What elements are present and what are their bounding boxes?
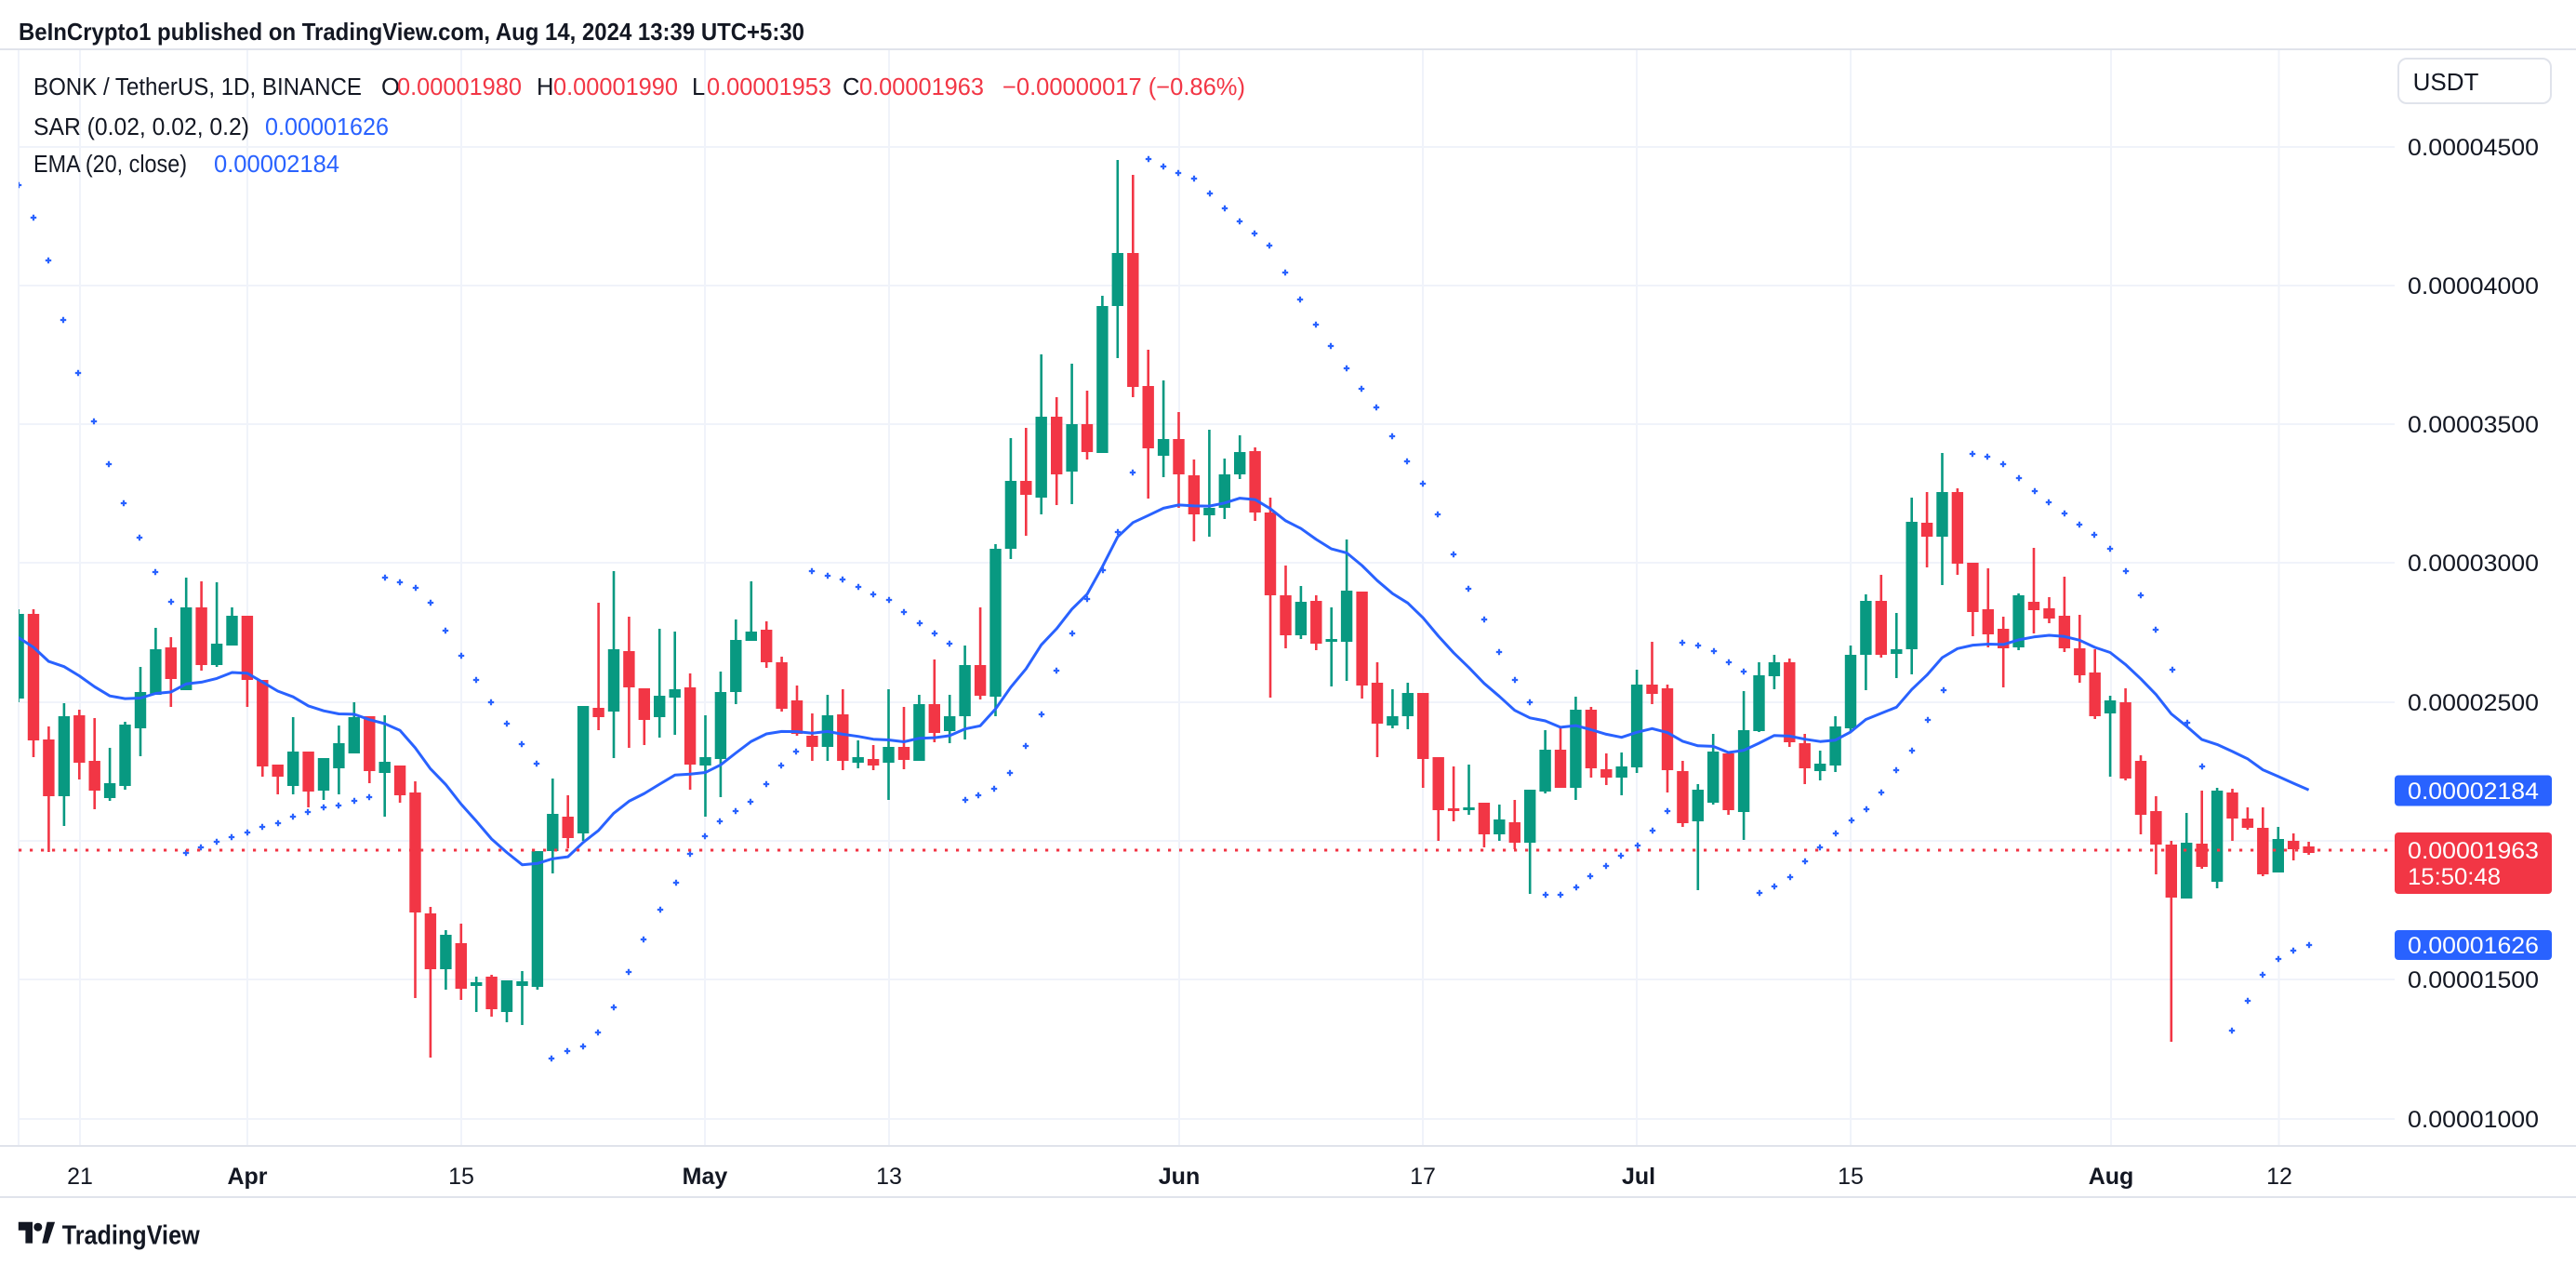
- svg-text:0.00001953: 0.00001953: [707, 74, 831, 100]
- svg-text:Aug: Aug: [2089, 1164, 2134, 1190]
- svg-text:Jul: Jul: [1622, 1164, 1655, 1190]
- svg-text:0.00002184: 0.00002184: [214, 152, 339, 178]
- svg-text:C: C: [843, 74, 859, 100]
- svg-text:0.00002500: 0.00002500: [2408, 690, 2539, 716]
- svg-text:12: 12: [2266, 1164, 2292, 1190]
- svg-text:0.00002184: 0.00002184: [2408, 779, 2539, 805]
- svg-text:BONK / TetherUS, 1D, BINANCE: BONK / TetherUS, 1D, BINANCE: [33, 74, 362, 100]
- svg-text:H: H: [537, 74, 553, 100]
- svg-text:0.00001626: 0.00001626: [265, 114, 389, 140]
- svg-text:USDT: USDT: [2413, 68, 2479, 96]
- svg-text:May: May: [683, 1164, 728, 1190]
- svg-text:L: L: [692, 74, 705, 100]
- svg-text:O: O: [381, 74, 400, 100]
- svg-text:0.00004000: 0.00004000: [2408, 273, 2539, 300]
- svg-text:Apr: Apr: [227, 1164, 267, 1190]
- svg-text:Jun: Jun: [1159, 1164, 1200, 1190]
- svg-text:0.00001980: 0.00001980: [397, 74, 522, 100]
- svg-text:BeInCrypto1 published on Tradi: BeInCrypto1 published on TradingView.com…: [19, 18, 804, 46]
- svg-text:15: 15: [1838, 1164, 1864, 1190]
- svg-text:0.00004500: 0.00004500: [2408, 135, 2539, 161]
- svg-text:0.00001000: 0.00001000: [2408, 1107, 2539, 1133]
- svg-text:0.00001990: 0.00001990: [553, 74, 678, 100]
- svg-text:0.00001626: 0.00001626: [2408, 933, 2539, 959]
- svg-text:15:50:48: 15:50:48: [2408, 864, 2501, 890]
- svg-text:SAR (0.02, 0.02, 0.2): SAR (0.02, 0.02, 0.2): [33, 114, 249, 140]
- svg-text:13: 13: [876, 1164, 902, 1190]
- svg-text:0.00001963: 0.00001963: [2408, 838, 2539, 864]
- svg-text:15: 15: [448, 1164, 474, 1190]
- svg-text:−0.00000017 (−0.86%): −0.00000017 (−0.86%): [1003, 74, 1245, 100]
- svg-text:21: 21: [67, 1164, 93, 1190]
- svg-text:0.00001963: 0.00001963: [859, 74, 984, 100]
- svg-text:EMA (20, close): EMA (20, close): [33, 152, 187, 178]
- svg-text:0.00003000: 0.00003000: [2408, 551, 2539, 577]
- svg-text:TradingView: TradingView: [62, 1221, 201, 1251]
- svg-text:0.00001500: 0.00001500: [2408, 967, 2539, 993]
- svg-text:17: 17: [1410, 1164, 1436, 1190]
- svg-text:0.00003500: 0.00003500: [2408, 412, 2539, 438]
